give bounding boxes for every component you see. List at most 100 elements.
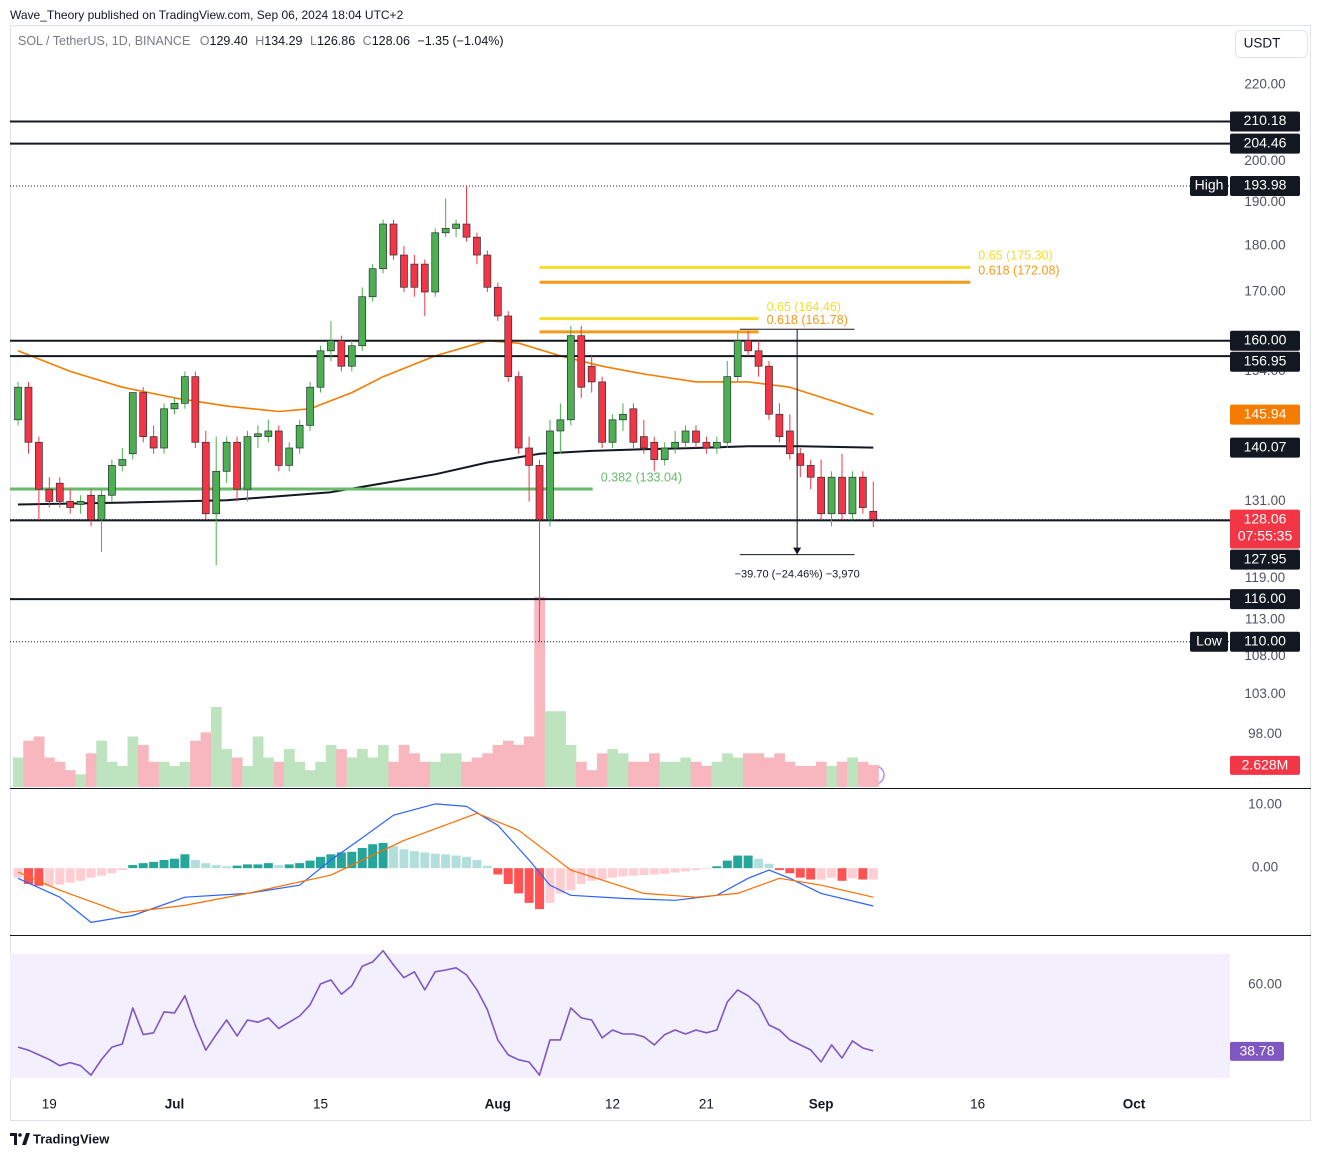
macd-histogram-bar [295,863,305,869]
candle-body [327,340,335,352]
volume-bar [534,596,546,787]
volume-badge-label: 2.628M [1242,757,1289,773]
candle-body [806,465,815,478]
volume-bar [190,740,201,787]
macd-histogram-bar [774,868,784,871]
logo-part [22,1133,30,1145]
price-badge [1230,330,1300,351]
macd-histogram-bar [232,865,242,869]
candle-body [14,386,22,421]
currency-label[interactable]: USDT [1244,36,1281,51]
candle-body [660,447,669,460]
fib-label: 0.65 (175.30) [978,249,1052,263]
frame [10,25,1311,1121]
macd-histogram-bar [441,854,451,869]
volume-bar [555,711,566,787]
candle-body [848,476,857,515]
volume-bar [774,753,785,787]
volume-bar [169,765,180,787]
macd-histogram-bar [117,868,127,871]
macd-histogram-bar [670,868,680,873]
macd-histogram-bar [128,865,138,869]
macd-histogram-bar [618,868,628,877]
macd-histogram-bar [566,868,576,891]
volume-bar [805,765,817,787]
price-badge-label: 140.07 [1244,438,1287,454]
ohlc-value: 129.40 [210,34,248,48]
macd-histogram-bar [180,854,190,869]
volume-bar [336,749,347,787]
macd-histogram-bar [712,866,722,869]
price-badge-label: 156.95 [1244,352,1287,368]
price-badge [1230,175,1300,196]
candle-body [712,441,721,449]
macd-histogram-bar [681,868,691,872]
candle-body [108,465,116,496]
macd-histogram-bar [754,858,764,869]
y-tick-label: 190.00 [1244,194,1285,209]
macd-histogram-bar [806,868,816,880]
volume-bar [826,765,838,787]
volume-bar [325,744,337,787]
volume-bar [398,744,410,787]
volume-bar [409,753,420,787]
macd-histogram-bar [420,852,430,869]
candle-body [775,413,784,437]
macd-histogram-bar [847,868,857,879]
candle-body [201,441,210,515]
candle-body [35,441,43,490]
volume-bar [304,770,316,787]
candle-body [66,501,75,508]
macd-histogram-bar [430,853,440,869]
macd-histogram-bar [44,868,54,886]
volume-bar [75,774,87,787]
candle-body [859,476,867,508]
volume-bar [12,757,24,787]
candle-body [473,236,481,256]
currency-button[interactable] [1235,30,1308,58]
price-badge-label: 116.00 [1244,590,1286,606]
ohlc-key: O [200,34,210,48]
volume-bar [158,761,170,787]
volume-bar [461,761,473,787]
volume-bar [649,753,660,787]
macd-histogram-bar [357,848,367,869]
candle-body [639,436,648,449]
candle-body [869,510,878,520]
y-tick-label: 103.00 [1244,686,1285,701]
candle-body [744,340,752,352]
macd-histogram-bar [242,864,252,869]
publisher: Wave_Theory published on TradingView.com… [10,8,404,22]
candle-body [786,430,794,455]
candle-body [650,441,659,460]
volume-bar [732,757,744,787]
candle-body [733,340,742,378]
macd-tick-label: 10.00 [1248,797,1282,812]
price-badge [1230,437,1300,458]
candle-body [452,223,460,229]
candle-body [212,470,221,515]
brand-logo [10,1133,30,1145]
candle-body [462,223,471,238]
change: −1.35 (−1.04%) [417,34,503,48]
price-badge-label: 210.18 [1244,112,1287,128]
level-tag-label: Low [1196,632,1223,648]
candle-body [796,453,805,466]
price-badge [1230,351,1300,372]
candle-body [191,376,200,443]
candle-body [525,447,533,466]
volume-bar [85,753,97,787]
volume-bar [377,744,389,787]
volume-bar [617,753,629,787]
macd-histogram-bar [86,868,96,878]
candle-body [97,494,106,521]
price-badge-label: 110.00 [1244,632,1286,648]
volume-bar [148,761,160,787]
macd-histogram-bar [326,854,336,869]
ohlc-value: 134.29 [264,34,302,48]
symbol: SOL / TetherUS, 1D, BINANCE [18,34,190,48]
candle-body [483,254,492,288]
volume-bar [252,736,264,787]
price-badge [1230,631,1300,652]
candle-body [295,425,304,449]
